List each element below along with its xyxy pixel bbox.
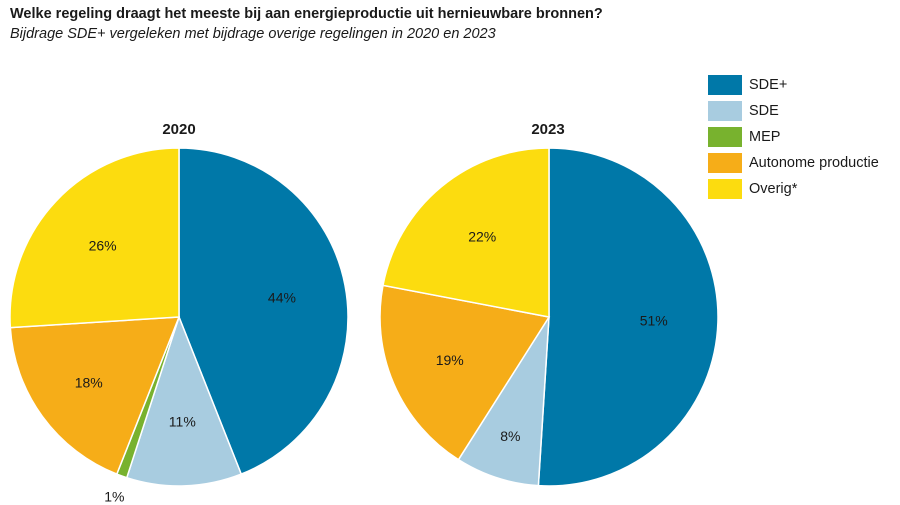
pie-2020-slice-sde — [178, 147, 349, 476]
legend-swatch-mep — [708, 127, 742, 147]
pie-2023-slice-overig — [382, 147, 550, 318]
pie-2023-label-overig: 22% — [468, 228, 496, 244]
pie-2020-label-sde: 44% — [268, 289, 296, 305]
legend-label-mep: MEP — [749, 129, 781, 145]
legend-label-sde-plus: SDE+ — [749, 77, 788, 93]
pie-2020-slice-autonome-productie — [9, 316, 181, 476]
chart-subtitle: Bijdrage SDE+ vergeleken met bijdrage ov… — [10, 26, 496, 42]
legend-label-overig: Overig* — [749, 181, 798, 197]
pie-title-2023: 2023 — [531, 121, 564, 138]
pie-2020-label-overig: 26% — [89, 237, 117, 253]
pie-2020-label-autonome-productie: 18% — [75, 375, 103, 391]
legend: SDE+ SDE MEP Autonome productie Overig* — [708, 72, 879, 202]
pie-2020: 44% 11% 1% 18% 26% — [9, 147, 349, 505]
legend-label-sde: SDE — [749, 103, 779, 119]
pie-2023-label-sde: 8% — [500, 428, 520, 444]
pie-2023: 51% 8% 19% 22% — [379, 147, 719, 487]
legend-label-autonome-productie: Autonome productie — [749, 155, 879, 171]
legend-swatch-sde — [708, 101, 742, 121]
pie-2023-slice-sde — [537, 147, 719, 487]
pie-2020-slice-sde — [125, 314, 243, 487]
pie-2023-label-sde: 51% — [640, 312, 668, 328]
pie-title-2020: 2020 — [162, 121, 195, 138]
legend-swatch-overig — [708, 179, 742, 199]
legend-item-mep: MEP — [708, 124, 879, 150]
legend-swatch-sde-plus — [708, 75, 742, 95]
legend-item-sde-plus: SDE+ — [708, 72, 879, 98]
pie-2020-label-mep: 1% — [104, 489, 124, 505]
legend-swatch-autonome-productie — [708, 153, 742, 173]
pie-2020-slice-overig — [9, 147, 180, 329]
pie-2023-slice-autonome-productie — [379, 284, 551, 461]
chart-title: Welke regeling draagt het meeste bij aan… — [10, 6, 603, 22]
pie-2023-label-autonome-productie: 19% — [436, 352, 464, 368]
legend-item-overig: Overig* — [708, 176, 879, 202]
legend-item-autonome-productie: Autonome productie — [708, 150, 879, 176]
pie-2020-label-sde: 11% — [169, 414, 196, 430]
legend-item-sde: SDE — [708, 98, 879, 124]
